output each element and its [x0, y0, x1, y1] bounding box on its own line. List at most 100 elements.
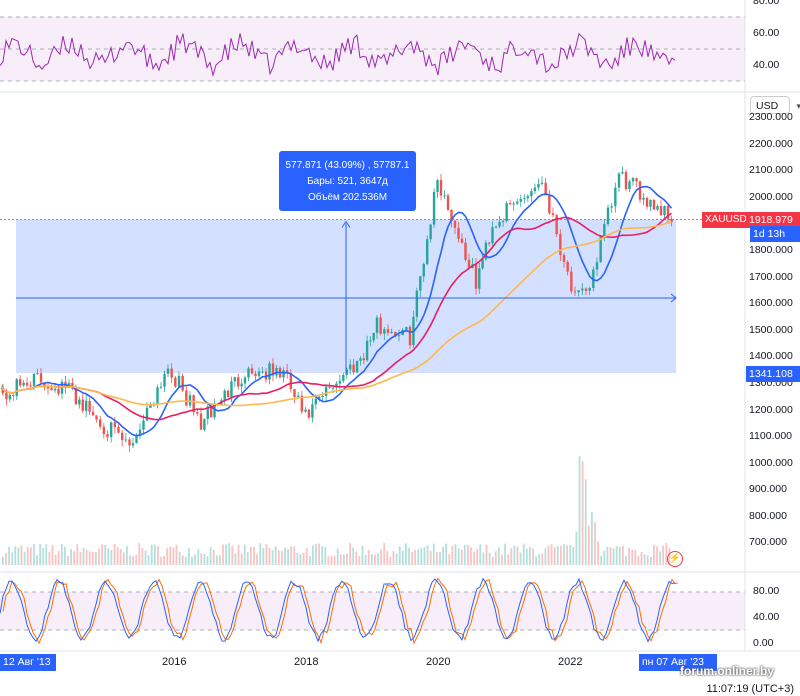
candle-body — [533, 187, 537, 192]
price-candle — [163, 370, 166, 392]
price-candle — [362, 352, 365, 365]
candle-body — [656, 206, 659, 210]
watermark: forum.onliner.by — [680, 664, 775, 678]
candle-body — [595, 262, 599, 270]
price-candle — [652, 198, 656, 211]
volume-bar — [321, 546, 324, 565]
volume-bar — [296, 552, 299, 565]
volume-bar — [219, 555, 221, 565]
symbol-badge: XAUUSD — [702, 212, 747, 228]
lightning-icon[interactable]: ⚡ — [667, 551, 683, 567]
clock: 11:07:19 (UTC+3) — [706, 683, 794, 695]
candle-body — [120, 432, 124, 440]
price-candle — [46, 382, 50, 395]
price-candle — [138, 423, 142, 440]
volume-bar — [343, 554, 345, 565]
candle-body — [526, 196, 530, 199]
price-candle — [443, 190, 446, 199]
candle-body — [592, 269, 595, 288]
volume-bar — [250, 546, 252, 565]
candle-body — [188, 395, 192, 406]
candle-body — [635, 178, 638, 182]
price-candle — [439, 174, 443, 201]
price-tick-label: 1700.000 — [749, 270, 793, 283]
price-candle — [240, 378, 243, 393]
candle-body — [128, 439, 131, 446]
volume-bar — [17, 547, 20, 565]
volume-bar — [215, 555, 218, 565]
candle-body — [405, 326, 408, 330]
volume-bar — [631, 549, 634, 565]
volume-bar — [336, 548, 339, 565]
price-tick-label: 800.000 — [749, 509, 787, 522]
stoch-tick-label: 80.00 — [753, 585, 780, 597]
candle-body — [289, 373, 293, 390]
chevron-down-icon: ▾ — [796, 101, 800, 111]
candle-body — [113, 422, 117, 428]
tooltip-change: 577.871 (43.09%) , 57787.1 — [285, 160, 410, 171]
price-candle — [638, 180, 642, 203]
candle-body — [439, 180, 443, 196]
price-tick-label: 2300.000 — [749, 111, 793, 124]
candle-body — [537, 183, 540, 188]
candle-body — [478, 268, 481, 289]
price-candle — [453, 219, 457, 234]
price-candle — [659, 200, 663, 216]
volume-bar — [566, 545, 568, 565]
volume-bar — [299, 554, 302, 565]
candle-body — [230, 381, 233, 398]
price-candle — [631, 176, 635, 186]
time-tick-label: 2022 — [558, 656, 583, 668]
price-tick-label: 2200.000 — [749, 137, 793, 150]
price-candle — [375, 315, 379, 339]
price-candle — [174, 375, 177, 388]
price-tick-label: 1000.000 — [749, 456, 793, 469]
price-candle — [120, 429, 124, 447]
price-candle — [551, 207, 555, 218]
candle-body — [481, 259, 484, 269]
volume-bar — [587, 525, 590, 565]
candle-body — [352, 364, 355, 373]
candle-body — [285, 370, 289, 374]
candle-body — [505, 203, 508, 222]
candle-body — [53, 388, 57, 391]
candle-body — [508, 203, 512, 205]
price-candle — [577, 290, 580, 297]
volume-bar — [259, 543, 262, 565]
volume-bar — [135, 554, 138, 565]
candle-body — [645, 197, 649, 207]
price-candle — [50, 384, 53, 391]
candle-body — [573, 291, 577, 293]
currency-selector[interactable]: USD ▾ — [750, 96, 800, 114]
candle-body — [321, 395, 324, 397]
candle-body — [467, 259, 471, 268]
volume-bar — [488, 552, 491, 565]
price-candle — [614, 182, 617, 213]
price-candle — [233, 376, 237, 388]
candle-body — [71, 382, 74, 389]
volume-bar — [122, 552, 125, 565]
price-candle — [436, 179, 439, 198]
candle-body — [46, 387, 50, 389]
price-candle — [635, 177, 638, 188]
candle-body — [523, 198, 526, 200]
price-candle — [544, 177, 547, 196]
volume-bar — [181, 555, 184, 565]
candle-body — [581, 288, 584, 291]
volume-bar — [637, 556, 640, 565]
price-candle — [342, 372, 345, 384]
volume-bar — [501, 554, 503, 565]
volume-bar — [318, 543, 320, 565]
volume-bar — [383, 543, 386, 565]
price-candle — [282, 367, 285, 383]
candle-body — [32, 373, 36, 386]
candle-body — [15, 379, 18, 396]
candle-body — [304, 409, 307, 412]
price-candle — [617, 172, 621, 192]
volume-bar — [423, 546, 426, 565]
price-badge: 1918.979 — [746, 212, 800, 228]
volume-bar — [76, 544, 79, 565]
volume-bar — [256, 554, 258, 565]
price-candle — [512, 201, 515, 211]
